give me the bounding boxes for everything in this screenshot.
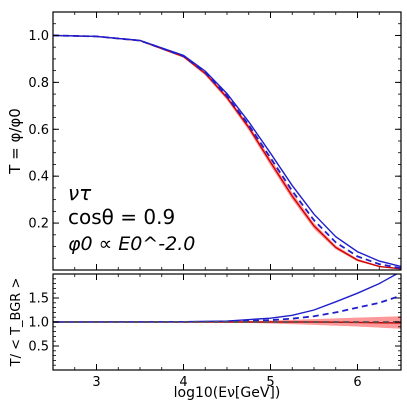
bottom-xlabel: log10(Eν[GeV]) [174,385,281,401]
xtick-label: 6 [353,375,361,390]
bottom-panel: 3 4 5 6 0.5 1.0 1.5 T/ < T_BGR > log10(Eν[GeV]… [9,273,402,401]
bottom-ytick-label: 1.0 [28,316,49,331]
top-panel: 0.2 0.4 0.6 0.8 1.0 T = φ/φ0 ντ cosθ = 0.9 φ… [6,11,402,271]
bottom-ylabel: T/ < T_BGR > [9,278,24,368]
annotation-line3: φ0 ∝ E0^-2.0 [68,233,195,255]
top-series-1-line [53,34,401,268]
top-ytick-label: 0.6 [28,123,49,138]
xtick-label: 3 [92,375,100,390]
top-ytick-label: 0.8 [28,76,49,91]
xtick-label: 5 [266,375,274,390]
top-ytick-label: 1.0 [28,29,49,44]
bottom-ytick-label: 1.5 [28,292,49,307]
annotation-line2: cosθ = 0.9 [68,205,175,229]
bottom-series-lines [53,274,401,324]
top-ticks: 0.2 0.4 0.6 0.8 1.0 [28,12,402,270]
top-series-lines [53,34,401,270]
annotation-line1: ντ [68,181,92,205]
top-ylabel: T = φ/φ0 [6,108,24,175]
bottom-ytick-label: 0.5 [28,340,49,355]
bottom-series-1-line [53,274,399,323]
xtick-label: 4 [179,375,187,390]
bottom-ticks: 3 4 5 6 0.5 1.0 1.5 [28,274,402,390]
top-axes-frame [52,11,402,271]
bottom-axes-frame [52,273,402,371]
top-ytick-label: 0.2 [28,217,49,232]
annotation-box: ντ cosθ = 0.9 φ0 ∝ E0^-2.0 [68,181,195,255]
top-series-2-line [53,34,401,270]
top-ytick-label: 0.4 [28,170,49,185]
